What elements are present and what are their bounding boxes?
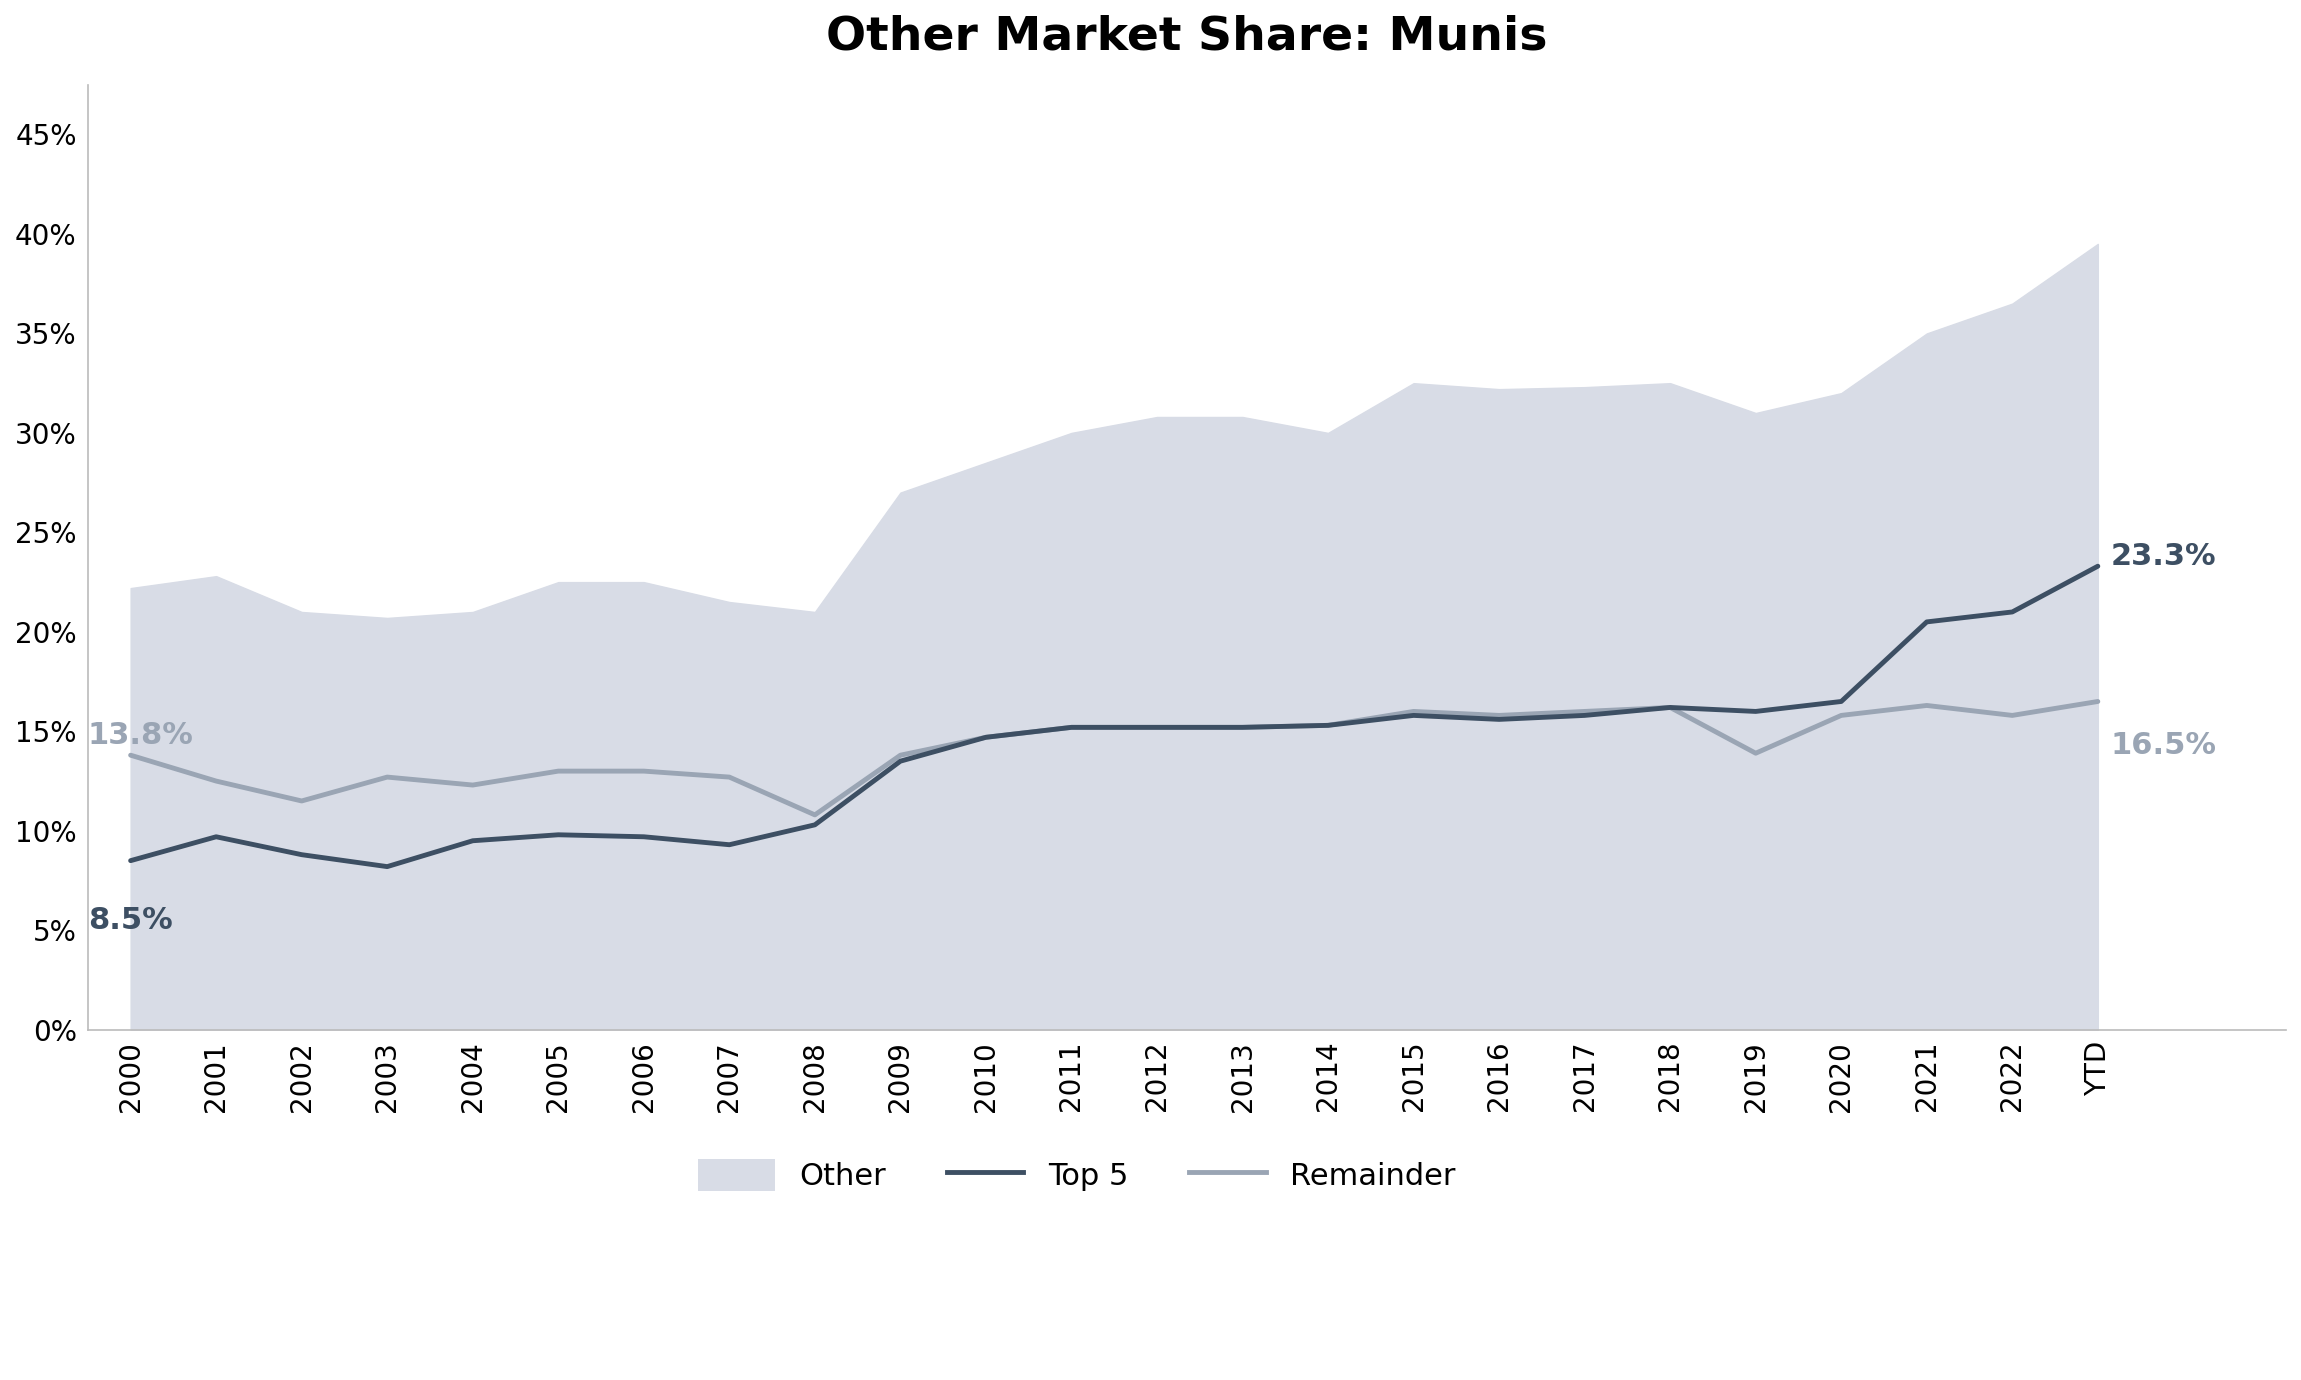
Legend: Other, Top 5, Remainder: Other, Top 5, Remainder bbox=[686, 1147, 1468, 1203]
Text: 23.3%: 23.3% bbox=[2110, 542, 2216, 571]
Text: 16.5%: 16.5% bbox=[2110, 731, 2216, 760]
Text: 8.5%: 8.5% bbox=[87, 905, 173, 934]
Title: Other Market Share: Munis: Other Market Share: Munis bbox=[826, 15, 1549, 59]
Text: 13.8%: 13.8% bbox=[87, 720, 193, 749]
